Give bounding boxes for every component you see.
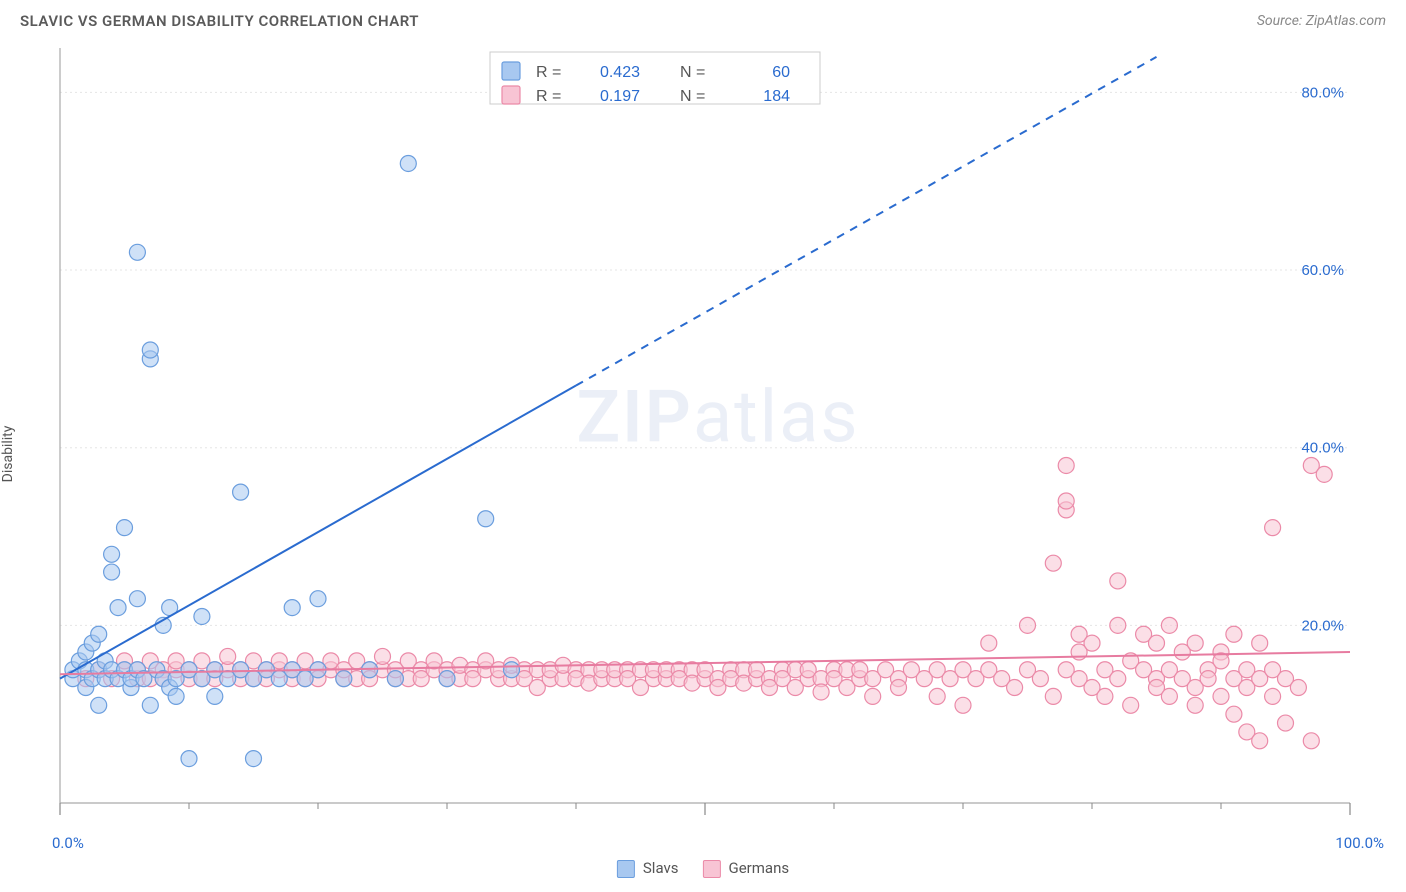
svg-text:20.0%: 20.0% [1301,617,1344,634]
svg-text:R =: R = [536,88,561,105]
svg-text:60: 60 [772,64,790,81]
legend-item-slavs: Slavs [617,859,679,878]
chart-source: Source: ZipAtlas.com [1257,13,1386,29]
svg-text:R =: R = [536,64,561,81]
chart-area: ZIPatlas 20.0%40.0%60.0%80.0%R =0.423N =… [50,38,1386,828]
svg-text:0.197: 0.197 [600,88,640,105]
svg-text:60.0%: 60.0% [1301,262,1344,279]
svg-text:40.0%: 40.0% [1301,440,1344,457]
scatter-chart: 20.0% 40.0% 60.0% 80.0% R = 0.423 N = 60 R = 0.19… [50,38,1370,818]
svg-text:80.0%: 80.0% [1301,84,1344,101]
svg-text:N =: N = [680,64,705,81]
y-axis-label: Disability [0,426,16,483]
legend-swatch-slavs [617,860,635,878]
svg-text:N =: N = [680,88,705,105]
svg-text:184: 184 [763,88,790,105]
legend-item-germans: Germans [703,859,790,878]
legend-swatch-germans [703,860,721,878]
chart-title: SLAVIC VS GERMAN DISABILITY CORRELATION … [20,12,419,30]
x-axis-max-label: 100.0% [1335,834,1384,852]
svg-text:0.423: 0.423 [600,64,640,81]
bottom-legend: Slavs Germans [617,859,789,878]
x-axis-min-label: 0.0% [52,834,84,852]
